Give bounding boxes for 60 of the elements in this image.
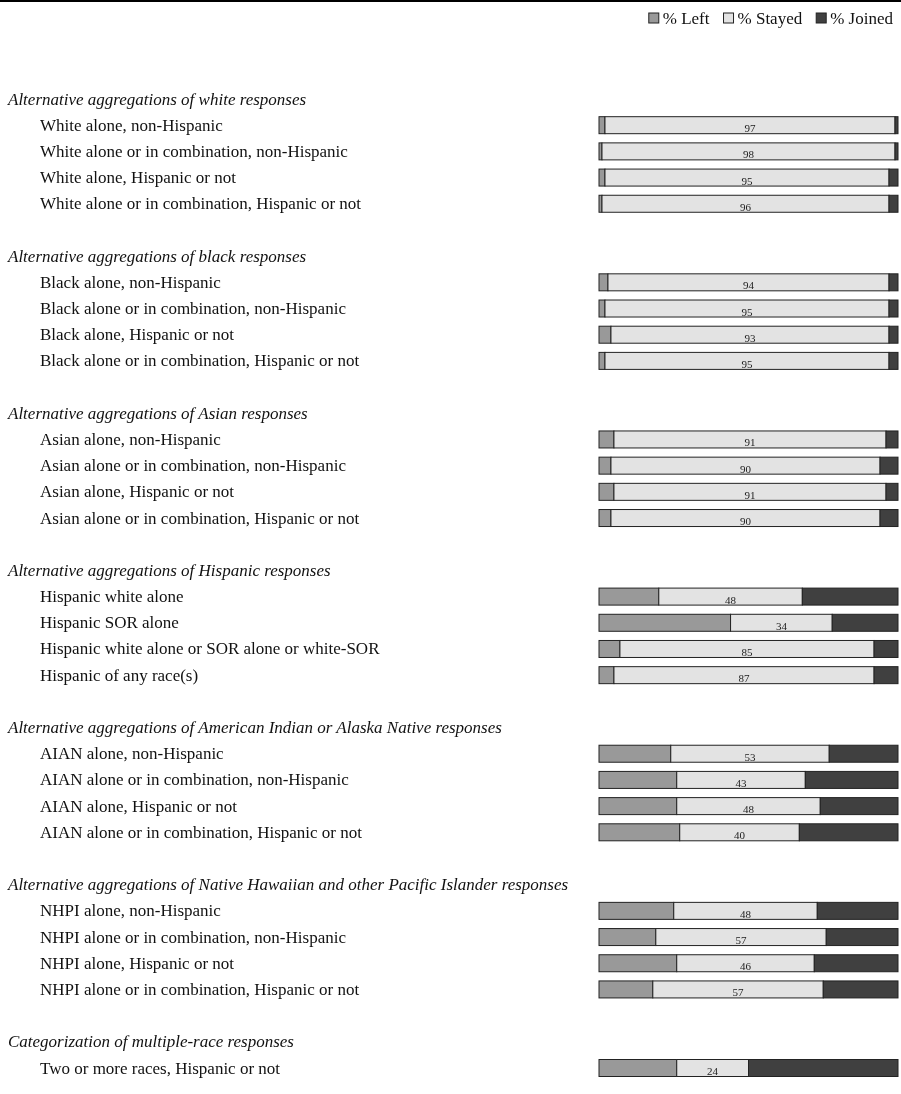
data-label: 95 [741,305,754,318]
data-label: 91 [744,436,756,449]
data-label: 90 [740,515,752,528]
y-tick-label: AIAN alone or in combination, Hispanic or not [40,822,363,842]
data-label: 98 [743,148,755,161]
legend-label: % Joined [830,8,894,28]
y-tick-label: Black alone, Hispanic or not [40,325,235,345]
data-label: 48 [743,803,755,816]
y-tick-label: Hispanic of any race(s) [40,665,199,685]
data-label: 48 [725,593,737,606]
y-tick-label: Black alone or in combination, Hispanic or not [40,351,360,371]
data-label: 95 [741,174,754,187]
y-tick-label: NHPI alone or in combination, Hispanic or not [40,979,360,999]
data-label: 85 [741,645,754,658]
data-label: 93 [744,331,756,344]
y-tick-label: Two or more races, Hispanic or not [40,1058,281,1078]
y-tick-label: Black alone, non-Hispanic [40,272,222,292]
text: Alternative aggregations of Asian responses [7,403,309,423]
y-tick-label: Asian alone, non-Hispanic [40,429,222,449]
data-label: 57 [732,986,745,999]
data-label: 97 [744,122,756,135]
data-label: 53 [744,750,756,763]
text: Categorization of multiple-race responses [8,1032,295,1052]
legend-label: % Stayed [737,8,803,28]
y-tick-label: Asian alone, Hispanic or not [40,482,235,502]
y-tick-label: Asian alone or in combination, Hispanic or not [40,508,360,528]
data-label: 90 [740,462,752,475]
data-label: 94 [743,279,755,292]
y-tick-label: Hispanic white alone or SOR alone or white-SOR [40,639,381,659]
text: Alternative aggregations of American Indian or Alaska Native responses [7,718,503,738]
data-label: 57 [735,934,748,947]
data-label: 87 [738,672,751,685]
data-label: 40 [734,829,746,842]
y-tick-label: White alone, Hispanic or not [40,168,237,188]
text: Alternative aggregations of black responses [7,246,307,266]
y-tick-label: Asian alone or in combination, non-Hispanic [40,456,347,476]
y-tick-label: Hispanic white alone [40,587,184,607]
data-label: 48 [740,907,752,920]
y-tick-label: Hispanic SOR alone [40,613,179,633]
text: Alternative aggregations of white responses [7,89,307,109]
y-tick-label: AIAN alone, Hispanic or not [40,796,238,816]
data-label: 34 [775,619,788,632]
data-label: 46 [740,960,752,973]
y-tick-label: White alone or in combination, Hispanic or not [40,194,362,214]
data-label: 24 [707,1065,719,1077]
data-label: 91 [744,488,756,501]
data-label: 95 [741,357,754,370]
data-label: 43 [735,776,748,789]
legend-label: % Left [662,8,710,28]
text: Alternative aggregations of Native Hawaiian and other Pacific Islander responses [7,875,569,895]
y-tick-label: NHPI alone or in combination, non-Hispanic [40,927,347,947]
y-tick-label: White alone or in combination, non-Hispanic [40,141,349,161]
y-tick-label: White alone, non-Hispanic [40,115,224,135]
y-tick-label: AIAN alone or in combination, non-Hispanic [40,770,350,790]
y-tick-label: Black alone or in combination, non-Hispanic [40,299,347,319]
y-tick-label: NHPI alone, non-Hispanic [40,901,222,921]
text: Alternative aggregations of Hispanic responses [7,560,332,580]
data-label: 96 [740,200,752,213]
y-tick-label: NHPI alone, Hispanic or not [40,953,235,973]
y-tick-label: AIAN alone, non-Hispanic [40,744,225,764]
